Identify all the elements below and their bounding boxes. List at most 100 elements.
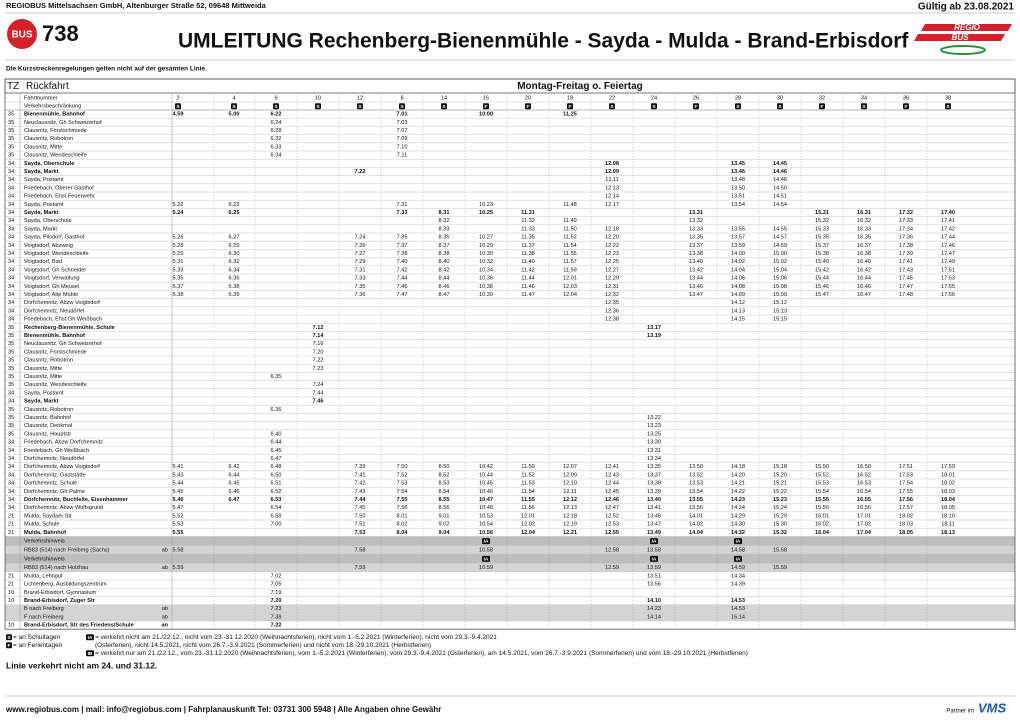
- time: 17.34: [899, 226, 913, 232]
- time: 8.56: [439, 505, 450, 511]
- time: 7.44: [313, 390, 324, 396]
- time: 14.14: [647, 614, 661, 620]
- time: 13.50: [689, 464, 703, 470]
- icon-box: [273, 103, 279, 110]
- time: 15.52: [815, 472, 829, 478]
- stop-name: Sayda, Postamt: [24, 390, 64, 396]
- trip-number: 32: [819, 95, 825, 101]
- stop-suffix: an: [161, 623, 168, 629]
- time: 7.43: [355, 489, 366, 495]
- time: 13.40: [689, 259, 703, 265]
- icon-label: S: [442, 104, 446, 110]
- time: 10.46: [479, 489, 493, 495]
- time: 15.15: [773, 317, 787, 323]
- time: 7.20: [313, 349, 324, 355]
- time: 13.40: [647, 497, 661, 503]
- zone: 35: [8, 341, 14, 347]
- zone: 34: [8, 456, 14, 462]
- time: 7.54: [397, 489, 408, 495]
- zone: 34: [8, 399, 14, 405]
- time: 17.49: [941, 259, 955, 265]
- partner-logo: VMS: [978, 700, 1007, 715]
- time: 5.53: [173, 522, 184, 528]
- zone: 34: [8, 243, 14, 249]
- time: 14.22: [731, 489, 745, 495]
- time: 16.33: [857, 226, 871, 232]
- time: 14.30: [731, 522, 745, 528]
- time: 15.58: [773, 547, 787, 553]
- time: 7.38: [397, 251, 408, 257]
- trip-number: 38: [945, 95, 951, 101]
- bus-badge: BUS: [11, 30, 32, 41]
- time: 13.42: [689, 267, 703, 273]
- time: 8.40: [439, 259, 450, 265]
- time: 17.59: [941, 464, 955, 470]
- time: 7.35: [397, 235, 408, 241]
- time: 14.12: [731, 300, 745, 306]
- time: 5.24: [173, 210, 185, 216]
- time: 10.30: [479, 251, 493, 257]
- icon-label: IA: [736, 556, 741, 562]
- stop-name: Voigtsdorf, Gh Meusel: [24, 284, 79, 290]
- zone: 34: [8, 390, 14, 396]
- time: 5.00: [229, 112, 240, 118]
- time: 11.42: [521, 267, 535, 273]
- zone: 34: [8, 210, 14, 216]
- time: 12.18: [563, 513, 577, 519]
- time: 9.04: [439, 530, 451, 536]
- time: 5.31: [173, 259, 184, 265]
- time: 7.00: [271, 522, 282, 528]
- time: 7.26: [355, 243, 366, 249]
- time: 18.05: [899, 530, 913, 536]
- legend-text: = an Ferientagen: [13, 642, 63, 649]
- time: 6.24: [271, 120, 282, 126]
- zone: 34: [8, 464, 14, 470]
- icon-label: S: [862, 104, 866, 110]
- time: 12.12: [563, 497, 577, 503]
- time: 14.02: [731, 259, 745, 265]
- zone: 34: [8, 202, 14, 208]
- zone-head: TZ: [7, 81, 19, 92]
- icon-label: S: [946, 104, 950, 110]
- row-shade: [5, 604, 1015, 613]
- stop-name: Sayda, Markt: [24, 169, 59, 175]
- time: 18.10: [941, 513, 955, 519]
- stop-name: Sayda, Oberschule: [24, 161, 74, 167]
- time: 17.32: [899, 210, 913, 216]
- time: 11.48: [563, 202, 577, 208]
- logo-stripe: [914, 34, 1005, 41]
- time: 17.56: [899, 497, 913, 503]
- time: 14.04: [731, 267, 745, 273]
- stop-name: Brand-Erbisdorf, Str des Friedens/Schule: [24, 623, 134, 629]
- time: 7.39: [271, 614, 282, 620]
- zone: 35: [8, 112, 14, 118]
- time: 7.31: [397, 202, 408, 208]
- time: 13.22: [647, 415, 661, 421]
- time: 15.24: [773, 505, 787, 511]
- time: 18.11: [941, 522, 955, 528]
- time: 14.09: [731, 292, 745, 298]
- time: 13.38: [689, 251, 703, 257]
- time: 10.42: [479, 464, 493, 470]
- time: 10.56: [479, 530, 493, 536]
- stop-name: Sayda, Pilsdorf, Gasthof: [24, 235, 85, 241]
- time: 12.53: [605, 522, 619, 528]
- time: 16.42: [857, 267, 871, 273]
- icon-label: F: [485, 104, 488, 110]
- zone: 34: [8, 276, 14, 282]
- icon-box: [357, 103, 363, 110]
- zone: 21: [8, 573, 14, 579]
- trip-number: 28: [735, 95, 741, 101]
- time: 11.46: [521, 284, 535, 290]
- time: 16.04: [815, 530, 830, 536]
- time: 6.28: [271, 128, 282, 134]
- zone: 34: [8, 194, 14, 200]
- time: 7.02: [271, 573, 282, 579]
- footer-contact: www.regiobus.com | mail: info@regiobus.c…: [5, 705, 441, 714]
- icon-label: S: [736, 104, 740, 110]
- time: 6.42: [229, 464, 240, 470]
- time: 6.25: [229, 210, 240, 216]
- stop-name: Dorfchemnitz, Buchleite, Eisenhammer: [24, 497, 129, 503]
- stop-name: Voigtsdorf, Abzweig: [24, 243, 73, 249]
